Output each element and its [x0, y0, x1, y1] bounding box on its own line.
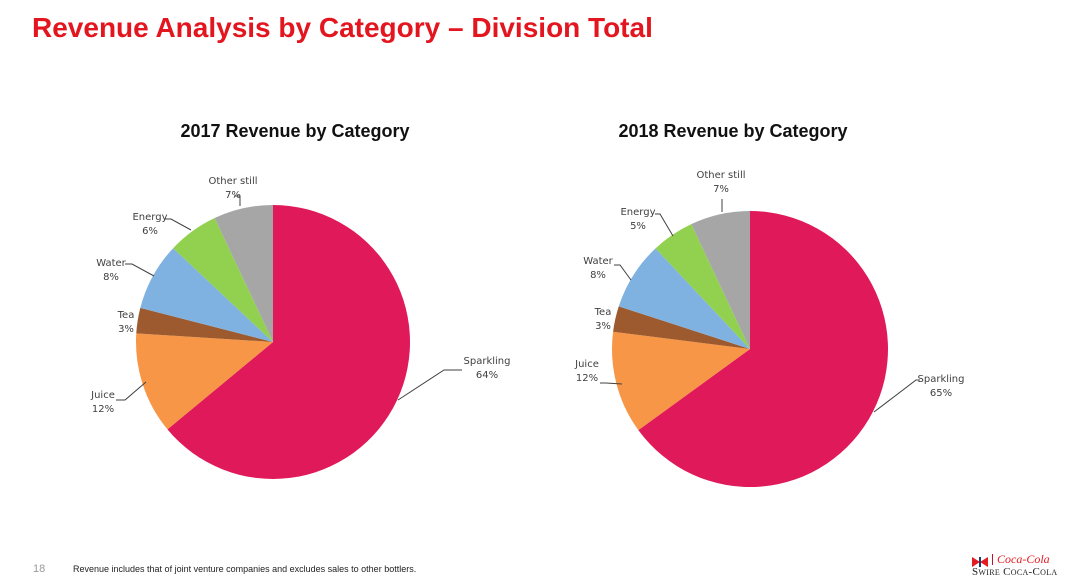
data-label-name-other-still: Other still: [208, 176, 257, 187]
data-label-name-juice: Juice: [90, 390, 115, 401]
data-label-name-energy: Energy: [132, 212, 167, 223]
leader-line-other-still: [234, 195, 241, 206]
leader-line-sparkling: [873, 379, 920, 413]
data-label-value-energy: 5%: [630, 221, 646, 232]
data-label-value-water: 8%: [103, 272, 119, 283]
leader-line-juice: [600, 382, 623, 385]
data-label-name-energy: Energy: [620, 207, 655, 218]
logo-text: Swire Coca-Cola: [972, 566, 1058, 578]
data-label-value-juice: 12%: [92, 404, 114, 415]
data-label-value-tea: 3%: [595, 321, 611, 332]
data-label-value-sparkling: 64%: [476, 370, 498, 381]
pie-slice-energy: [655, 224, 750, 349]
data-label-name-tea: Tea: [117, 310, 135, 321]
chart-title-2017: 2017 Revenue by Category: [180, 121, 409, 141]
pie-slice-tea: [136, 307, 273, 342]
pie-slice-energy: [173, 218, 273, 342]
pie-slice-other-still: [691, 211, 750, 349]
leader-line-juice: [116, 381, 147, 401]
data-label-value-juice: 12%: [576, 373, 598, 384]
data-label-name-water: Water: [96, 258, 126, 269]
data-label-value-sparkling: 65%: [930, 388, 952, 399]
footnote: Revenue includes that of joint venture c…: [73, 564, 417, 574]
data-label-value-tea: 3%: [118, 324, 134, 335]
pie-chart-2018: Sparkling 65% Juice 12% Tea 3% Water 8% Energy 5%…: [574, 170, 965, 488]
pie-slice-sparkling: [638, 210, 889, 488]
data-label-value-energy: 6%: [142, 226, 158, 237]
swire-coca-cola-logo: Coca-Cola Swire Coca-Cola: [972, 552, 1072, 582]
page-number: 18: [33, 563, 46, 575]
slide-title: Revenue Analysis by Category – Division …: [32, 12, 653, 43]
data-label-name-juice: Juice: [574, 359, 599, 370]
pie-slice-juice: [136, 333, 273, 430]
coca-cola-script: Coca-Cola: [997, 552, 1050, 566]
pie-slice-water: [618, 248, 750, 349]
pie-slice-other-still: [214, 205, 273, 342]
data-label-name-tea: Tea: [594, 307, 612, 318]
swire-flag-icon: [972, 554, 988, 567]
data-label-value-other-still: 7%: [225, 190, 241, 201]
pie-slice-sparkling: [167, 205, 410, 479]
leader-line-energy: [165, 218, 192, 231]
data-label-value-other-still: 7%: [713, 184, 729, 195]
data-label-name-sparkling: Sparkling: [918, 374, 965, 385]
chart-title-2018: 2018 Revenue by Category: [618, 121, 847, 141]
data-label-value-water: 8%: [590, 270, 606, 281]
leader-line-water: [614, 264, 632, 281]
pie-slice-water: [140, 248, 273, 342]
pie-slice-juice: [611, 331, 750, 431]
logo-divider: [992, 553, 993, 565]
pie-slice-tea: [613, 306, 750, 349]
leader-line-energy: [655, 213, 674, 237]
leader-line-sparkling: [397, 369, 462, 401]
pie-chart-2017: Sparkling 64% Juice 12% Tea 3% Water 8% Energy 6%…: [90, 176, 510, 479]
data-label-name-other-still: Other still: [696, 170, 745, 181]
leader-line-water: [125, 263, 155, 277]
data-label-name-water: Water: [583, 256, 613, 267]
data-label-name-sparkling: Sparkling: [464, 356, 511, 367]
